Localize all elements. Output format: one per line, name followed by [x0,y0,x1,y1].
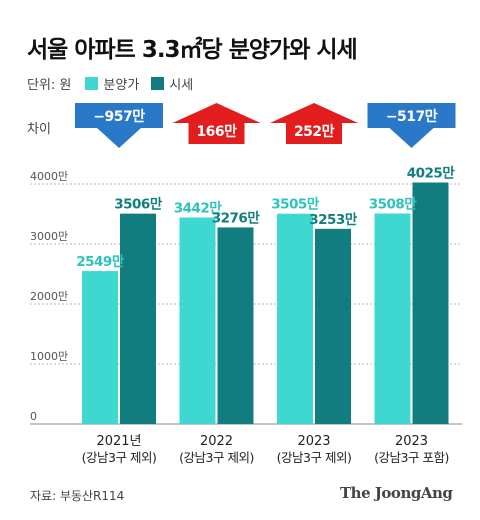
bar-presale [179,217,216,424]
bar-value-label: 3253만 [309,212,358,228]
bar-value-label: 3505만 [271,197,320,213]
difference-value-label: −957만 [93,109,145,125]
x-tick-sublabel: (강남3구 포함) [374,450,449,465]
up-arrow-icon [270,103,358,144]
y-tick-label: 1000만 [30,350,68,363]
bar-value-label: 3506만 [114,197,163,213]
legend-item-market: 시세 [151,74,193,93]
x-tick-sublabel: (강남3구 제외) [82,450,157,465]
x-tick-label: 2023 [395,434,428,449]
bar-value-label: 3508만 [369,197,418,213]
bar-market [412,182,449,424]
x-tick-label: 2023 [297,434,330,449]
legend: 단위: 원 분양가 시세 [27,74,205,93]
difference-value-label: 166만 [196,124,237,140]
bar-market [120,213,156,424]
y-tick-label: 0 [30,410,37,423]
bar-value-label: 2549만 [76,254,125,270]
legend-swatch-presale [85,77,99,90]
bar-value-label: 3442만 [174,200,223,216]
y-tick-label: 3000만 [30,230,68,243]
bar-value-label: 3276만 [212,210,261,226]
up-arrow-icon [172,103,261,144]
difference-label: 차이 [27,122,51,137]
legend-label-market: 시세 [169,78,194,93]
publisher-logo: The JoongAng [340,484,453,502]
difference-value-label: 252만 [294,124,335,140]
y-tick-label: 4000만 [30,170,68,183]
bar-market [315,228,351,424]
bar-presale [374,213,411,424]
bar-market [217,227,254,424]
legend-swatch-market [151,77,165,90]
difference-value-label: −517만 [386,109,438,125]
chart-title: 서울 아파트 3.3㎡당 분양가와 시세 [27,37,358,63]
bar-value-label: 4025만 [407,166,456,182]
x-tick-label: 2022 [200,434,233,449]
bar-presale [82,271,118,424]
source-note: 자료: 부동산R114 [30,489,125,503]
y-tick-label: 2000만 [30,290,68,303]
bar-presale [277,213,313,424]
down-arrow-icon [75,103,163,148]
down-arrow-icon [367,103,456,148]
x-tick-sublabel: (강남3구 제외) [179,450,254,465]
legend-label-presale: 분양가 [103,78,140,93]
legend-item-presale: 분양가 [85,74,139,93]
unit-label: 단위: 원 [27,78,72,93]
x-tick-sublabel: (강남3구 제외) [277,450,352,465]
x-tick-label: 2021년 [96,434,141,449]
